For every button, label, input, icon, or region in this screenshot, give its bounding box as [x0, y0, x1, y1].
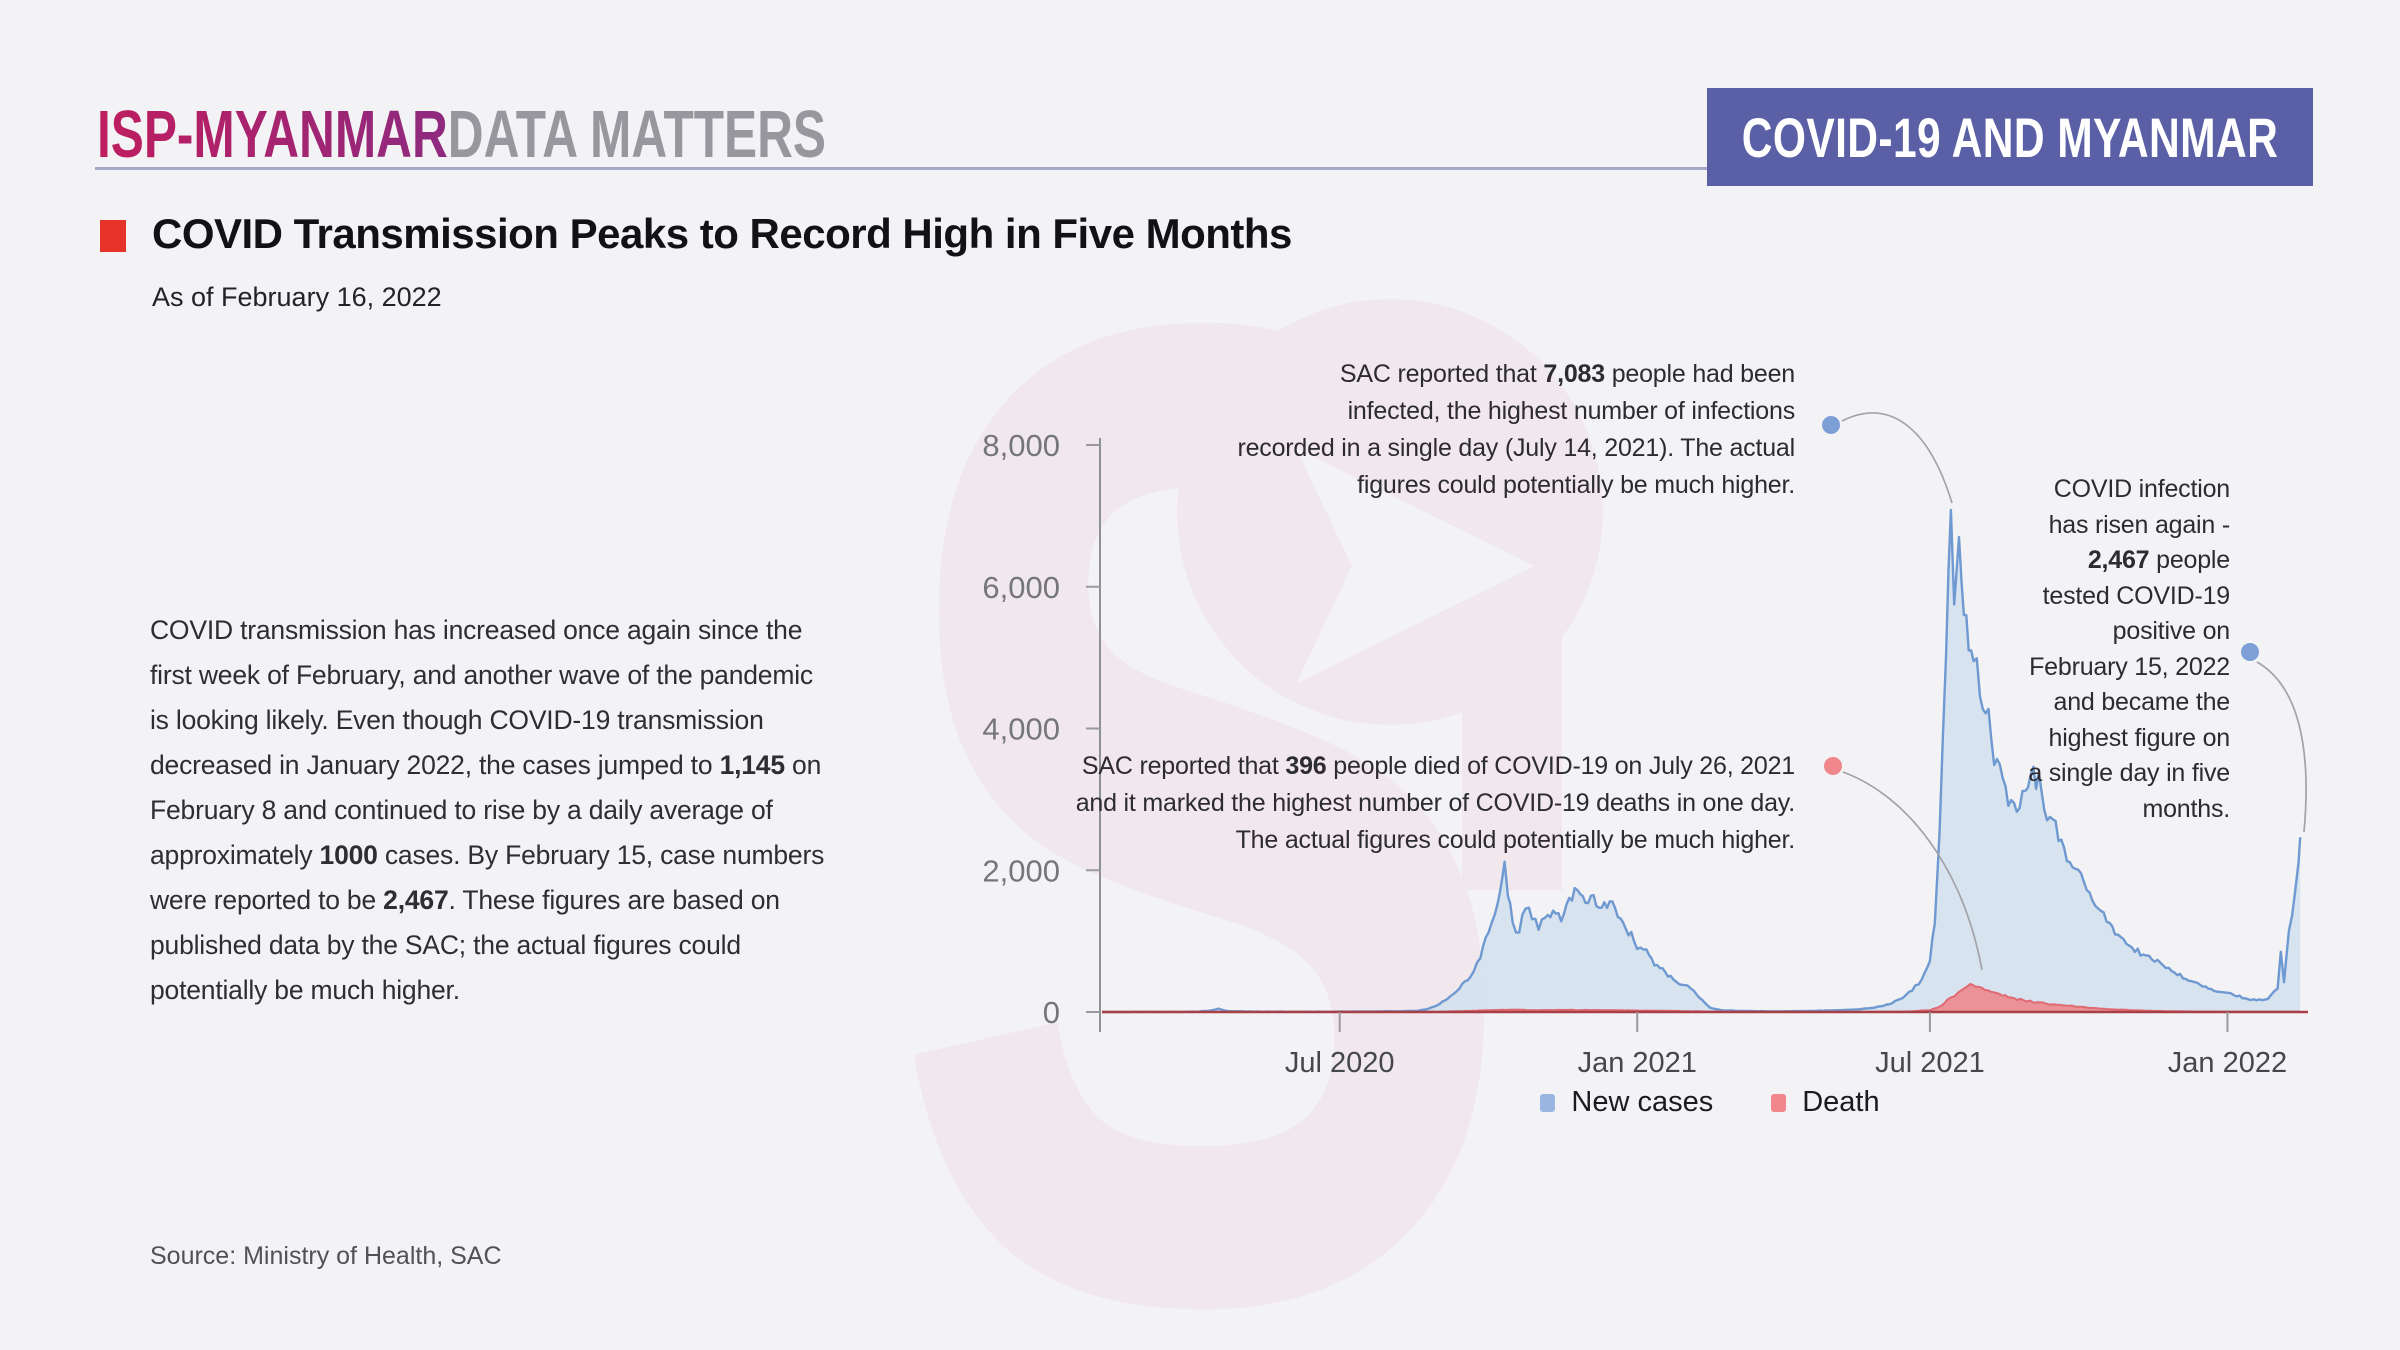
legend-label-new-cases: New cases: [1571, 1086, 1714, 1118]
title-bullet-icon: [100, 220, 126, 252]
x-axis-tick-label: Jan 2021: [1578, 1047, 1697, 1079]
annotation-infections: SAC reported that 7,083 people had been …: [1237, 360, 1795, 499]
y-axis-tick-label: 0: [1043, 995, 1060, 1030]
y-axis-tick-label: 6,000: [982, 570, 1060, 605]
x-axis-tick-label: Jul 2021: [1875, 1047, 1985, 1079]
brand-logo: ISP-MYANMARDATA MATTERS: [97, 96, 826, 173]
infections-annotation-dot: [1822, 416, 1840, 434]
deaths-annotation-dot: [1824, 757, 1842, 775]
topic-banner: COVID-19 AND MYANMAR: [1707, 88, 2313, 186]
legend-item-new-cases: New cases: [1540, 1086, 1713, 1119]
current-annotation-dot: [2241, 643, 2259, 661]
leader-curve-current: [2256, 661, 2307, 833]
source-note: Source: Ministry of Health, SAC: [150, 1242, 502, 1270]
x-axis-tick-label: Jul 2020: [1285, 1047, 1395, 1079]
y-axis-tick-label: 2,000: [982, 853, 1060, 888]
legend-label-death: Death: [1802, 1086, 1880, 1118]
axis-tick-labels: 0 2,000 4,000 6,000 8,000 Jul 2020 Jan 2021 Jul…: [982, 428, 2287, 1079]
death-swatch-icon: [1771, 1093, 1787, 1112]
topic-banner-label: COVID-19 AND MYANMAR: [1741, 105, 2279, 169]
y-axis-tick-label: 8,000: [982, 428, 1060, 463]
y-axis-tick-label: 4,000: [982, 712, 1060, 747]
isp-watermark-logo: s: [872, 0, 1603, 1350]
header-divider: [95, 167, 2313, 170]
leader-curve-deaths: [1842, 771, 1983, 971]
death-area: [1102, 983, 2301, 1012]
watermark-arrow-icon: [1296, 448, 1534, 684]
leader-curve-infections: [1841, 412, 1953, 504]
chart-legend: New cases Death: [1400, 1086, 2020, 1119]
brand-primary: ISP-MYANMAR: [97, 97, 448, 172]
brand-secondary: DATA MATTERS: [447, 97, 826, 172]
new-cases-swatch-icon: [1540, 1093, 1556, 1112]
new-cases-area: [1102, 510, 2301, 1012]
as-of-date: As of February 16, 2022: [152, 282, 442, 312]
summary-paragraph: COVID transmission has increased once ag…: [150, 615, 825, 1005]
legend-item-death: Death: [1771, 1086, 1880, 1119]
annotation-deaths: SAC reported that 396 people died of COV…: [1075, 752, 1796, 854]
axis-ticks: [1086, 444, 2229, 1032]
annotation-current-rise: COVID infection has risen again - 2,467 …: [2028, 475, 2230, 823]
x-axis-tick-label: Jan 2022: [2168, 1047, 2287, 1079]
page-title: COVID Transmission Peaks to Record High …: [152, 210, 1292, 257]
